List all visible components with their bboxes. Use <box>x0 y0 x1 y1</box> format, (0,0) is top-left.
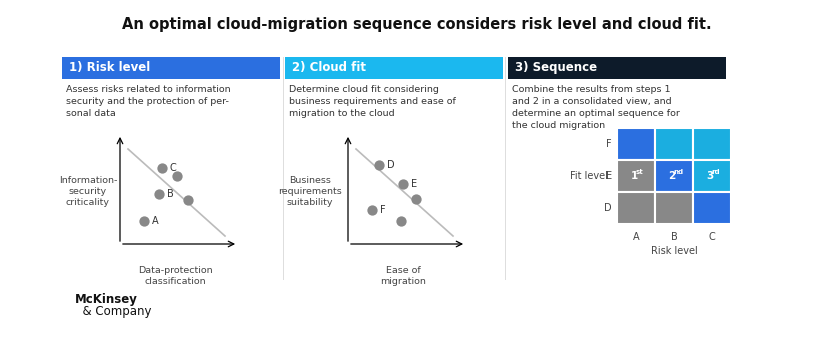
Text: 2) Cloud fit: 2) Cloud fit <box>292 61 366 74</box>
Text: Risk level: Risk level <box>650 246 697 256</box>
Text: 1) Risk level: 1) Risk level <box>69 61 150 74</box>
Point <box>409 196 423 202</box>
Text: McKinsey: McKinsey <box>75 293 138 306</box>
Text: Determine cloud fit considering
business requirements and ease of
migration to t: Determine cloud fit considering business… <box>289 85 456 118</box>
Bar <box>508 57 726 79</box>
Text: A: A <box>633 232 640 242</box>
Point <box>170 173 184 179</box>
Text: 3) Sequence: 3) Sequence <box>515 61 597 74</box>
Text: An optimal cloud-migration sequence considers risk level and cloud fit.: An optimal cloud-migration sequence cons… <box>122 17 711 32</box>
Bar <box>693 160 731 192</box>
Text: st: st <box>636 169 644 175</box>
Point <box>366 208 379 213</box>
Text: rd: rd <box>711 169 721 175</box>
Point <box>181 197 195 203</box>
Text: 1: 1 <box>630 171 638 181</box>
Bar <box>655 160 693 192</box>
Text: Combine the results from steps 1
and 2 in a consolidated view, and
determine an : Combine the results from steps 1 and 2 i… <box>512 85 680 130</box>
Point <box>372 162 386 168</box>
Bar <box>285 57 503 79</box>
Text: nd: nd <box>673 169 683 175</box>
Bar <box>62 57 280 79</box>
Point <box>394 218 407 223</box>
Text: C: C <box>170 163 176 174</box>
Text: Ease of
migration: Ease of migration <box>380 266 426 286</box>
Text: Business
requirements
suitability: Business requirements suitability <box>278 176 342 208</box>
Text: D: D <box>387 160 394 170</box>
Text: E: E <box>606 171 612 181</box>
Text: A: A <box>152 216 159 226</box>
Text: F: F <box>606 139 612 149</box>
Text: 2: 2 <box>668 171 676 181</box>
Text: F: F <box>380 205 386 215</box>
Point <box>155 166 169 171</box>
Text: B: B <box>671 232 677 242</box>
Text: C: C <box>709 232 716 242</box>
Text: & Company: & Company <box>75 305 151 317</box>
Point <box>397 181 410 187</box>
Point <box>152 191 165 196</box>
Text: D: D <box>605 203 612 213</box>
Text: B: B <box>166 189 173 198</box>
Bar <box>617 160 655 192</box>
Bar <box>655 128 693 160</box>
Text: E: E <box>411 179 418 189</box>
Bar <box>617 128 655 160</box>
Text: Assess risks related to information
security and the protection of per-
sonal da: Assess risks related to information secu… <box>66 85 230 118</box>
Bar <box>693 128 731 160</box>
Point <box>138 218 151 223</box>
Bar <box>655 192 693 224</box>
Text: 3: 3 <box>706 171 714 181</box>
Text: Data-protection
classification: Data-protection classification <box>138 266 212 286</box>
Text: Information-
security
criticality: Information- security criticality <box>58 176 117 208</box>
Text: Fit level: Fit level <box>570 171 608 181</box>
Bar <box>693 192 731 224</box>
Bar <box>617 192 655 224</box>
